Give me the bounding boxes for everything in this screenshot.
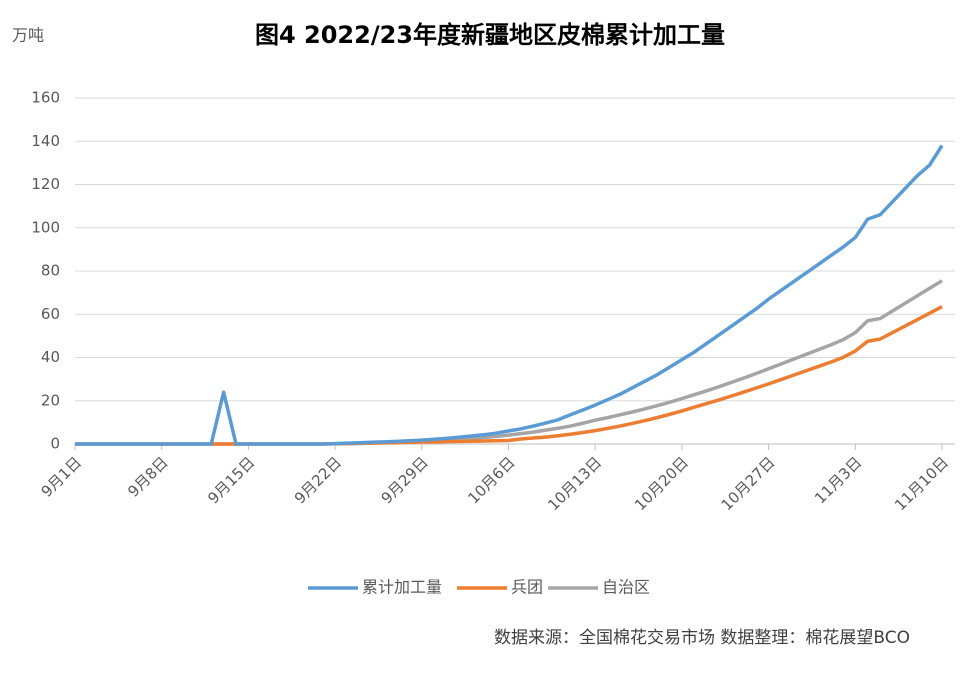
y-tick-label: 20 <box>41 391 60 409</box>
legend-label: 自治区 <box>602 578 650 597</box>
y-tick-label: 120 <box>31 175 60 193</box>
y-axis-label: 万吨 <box>12 26 44 45</box>
legend-label: 兵团 <box>511 578 543 597</box>
y-tick-label: 140 <box>31 132 60 150</box>
y-tick-label: 100 <box>31 218 60 236</box>
chart-title: 图4 2022/23年度新疆地区皮棉累计加工量 <box>255 21 725 49</box>
y-tick-label: 60 <box>41 305 60 323</box>
source-note: 数据来源：全国棉花交易市场 数据整理：棉花展望BCO <box>494 628 910 648</box>
y-tick-label: 0 <box>50 435 60 453</box>
y-tick-label: 80 <box>41 262 60 280</box>
y-tick-label: 40 <box>41 348 60 366</box>
legend-label: 累计加工量 <box>362 578 442 597</box>
series-line <box>75 144 944 446</box>
series-line <box>75 305 943 446</box>
y-tick-label: 160 <box>31 89 60 107</box>
